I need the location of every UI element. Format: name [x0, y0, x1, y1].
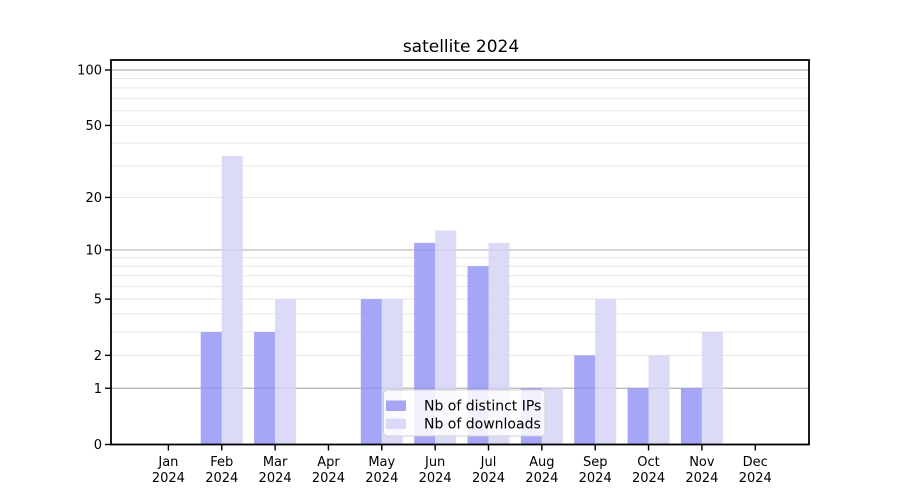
bar-distinct-ips-may — [360, 299, 382, 445]
y-axis: 0 1 2 5 10 20 50 100 — [77, 64, 111, 453]
x-tick-label-year: 2024 — [472, 471, 505, 486]
legend: Nb of distinct IPs Nb of downloads — [383, 389, 546, 437]
x-tick-label-year: 2024 — [739, 471, 772, 486]
x-tick-label-year: 2024 — [632, 471, 665, 486]
x-tick-label-year: 2024 — [312, 471, 345, 486]
bar-downloads-aug — [541, 388, 563, 445]
x-tick-label-year: 2024 — [579, 471, 612, 486]
y-tick-label: 2 — [94, 349, 102, 364]
x-tick-label-month: Jul — [480, 455, 497, 470]
x-tick-label-month: May — [368, 455, 395, 470]
y-tick-label: 10 — [85, 243, 102, 258]
legend-box — [383, 389, 546, 437]
y-tick-label: 0 — [94, 438, 102, 453]
legend-label: Nb of downloads — [424, 417, 541, 433]
bar-distinct-ips-nov — [680, 388, 702, 445]
y-tick-label: 100 — [77, 64, 102, 79]
y-tick-label: 50 — [85, 119, 102, 134]
legend-swatch-distinct-ips — [386, 400, 406, 411]
x-tick-label-year: 2024 — [152, 471, 185, 486]
y-tick-label: 1 — [94, 382, 102, 397]
legend-label: Nb of distinct IPs — [424, 399, 541, 415]
bar-distinct-ips-sep — [574, 355, 596, 445]
bar-downloads-feb — [221, 155, 243, 445]
x-tick-label-month: Jan — [157, 455, 178, 470]
x-axis: Jan2024Feb2024Mar2024Apr2024May2024Jun20… — [152, 444, 772, 486]
chart-title: satellite 2024 — [403, 37, 519, 57]
plot-border — [110, 59, 810, 446]
x-tick-label-year: 2024 — [365, 471, 398, 486]
legend-swatch-downloads — [386, 418, 406, 429]
x-tick-label-year: 2024 — [685, 471, 718, 486]
x-tick-label-month: Feb — [210, 455, 233, 470]
x-tick-label-year: 2024 — [259, 471, 292, 486]
x-tick-label-month: Sep — [583, 455, 608, 470]
bar-downloads-oct — [648, 355, 670, 445]
y-tick-label: 20 — [85, 191, 102, 206]
x-tick-label-month: Dec — [743, 455, 768, 470]
y-tick-label: 5 — [94, 293, 102, 308]
x-tick-label-month: Oct — [637, 455, 659, 470]
x-tick-label-month: Nov — [689, 455, 715, 470]
x-tick-label-year: 2024 — [419, 471, 452, 486]
x-tick-label-month: Mar — [263, 455, 288, 470]
x-tick-label-year: 2024 — [525, 471, 558, 486]
bar-downloads-mar — [275, 299, 297, 445]
bar-distinct-ips-feb — [200, 332, 222, 445]
x-tick-label-year: 2024 — [205, 471, 238, 486]
x-tick-label-month: Apr — [317, 455, 340, 470]
bar-distinct-ips-oct — [627, 388, 649, 445]
bar-distinct-ips-mar — [254, 332, 276, 445]
bar-downloads-sep — [595, 299, 617, 445]
x-tick-label-month: Aug — [529, 455, 554, 470]
bar-downloads-nov — [701, 332, 723, 445]
x-tick-label-month: Jun — [424, 455, 445, 470]
